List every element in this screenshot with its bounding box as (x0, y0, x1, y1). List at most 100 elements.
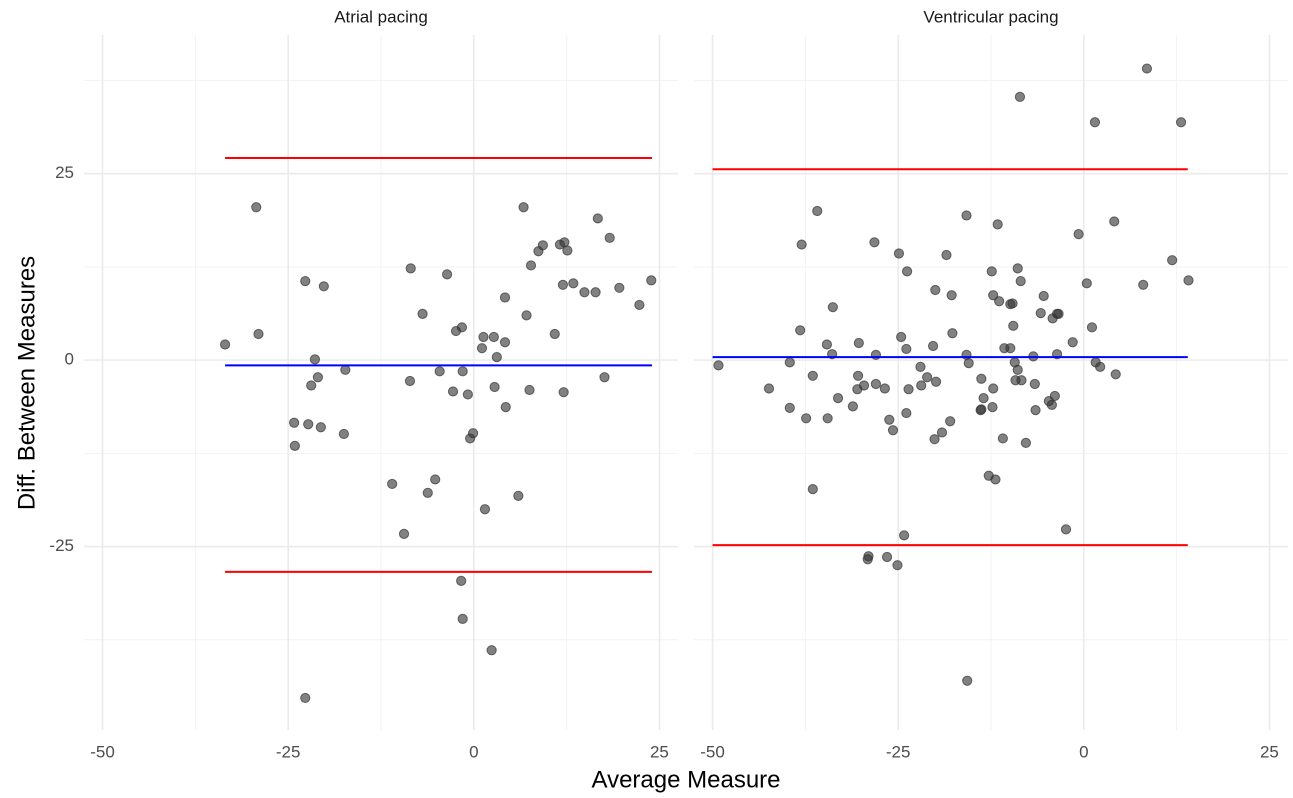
point (976, 373, 987, 384)
x-tick-label: 25 (650, 742, 669, 761)
point (447, 386, 459, 397)
point (1035, 308, 1046, 319)
x-tick-label: -50 (700, 742, 725, 761)
point (518, 202, 529, 213)
point (1029, 378, 1040, 390)
point (812, 205, 823, 217)
point (1095, 361, 1106, 372)
point (997, 433, 1008, 444)
point (1060, 524, 1072, 535)
point (862, 554, 873, 565)
point (457, 613, 468, 624)
point (499, 337, 511, 348)
point (936, 427, 948, 438)
x-tick-label: -50 (90, 742, 115, 761)
point (807, 484, 818, 495)
x-tick-label: 25 (1260, 742, 1279, 761)
point (417, 308, 428, 319)
point (994, 296, 1005, 307)
point (604, 232, 615, 243)
point (1046, 399, 1057, 410)
point (289, 417, 300, 428)
point (430, 474, 441, 485)
point (476, 343, 488, 354)
point (1008, 320, 1019, 331)
facet-title: Atrial pacing (334, 7, 428, 26)
point (488, 331, 499, 343)
point (1030, 404, 1041, 416)
y-tick-label: -25 (49, 536, 74, 555)
point (562, 245, 573, 256)
x-axis-title: Average Measure (592, 766, 781, 793)
point (253, 328, 264, 340)
point (1089, 117, 1101, 128)
x-tick-label: -25 (276, 742, 301, 761)
point (537, 240, 548, 251)
point (858, 380, 870, 391)
point (916, 380, 927, 391)
point (1012, 263, 1023, 274)
point (1167, 255, 1178, 266)
point (312, 372, 323, 383)
x-tick-label: -25 (886, 742, 911, 761)
point (992, 219, 1003, 230)
point (499, 292, 511, 303)
point (988, 290, 999, 301)
point (646, 275, 657, 286)
point (879, 383, 890, 394)
point (847, 401, 858, 412)
point (500, 402, 511, 413)
point (795, 325, 806, 336)
point (340, 364, 351, 375)
point (457, 366, 468, 377)
point (796, 239, 807, 250)
point (763, 383, 775, 394)
point (478, 331, 489, 343)
point (303, 419, 314, 430)
facet-title: Ventricular pacing (923, 7, 1058, 26)
point (557, 279, 569, 290)
point (784, 402, 795, 413)
point (219, 339, 231, 350)
point (893, 248, 905, 259)
point (1038, 290, 1049, 302)
point (901, 407, 912, 419)
point (832, 393, 844, 404)
point (1109, 216, 1120, 227)
point (827, 302, 838, 313)
point (599, 372, 610, 383)
point (1020, 437, 1031, 449)
point (513, 490, 524, 501)
point (976, 404, 987, 415)
point (963, 358, 974, 369)
point (1014, 91, 1026, 102)
point (1138, 279, 1149, 290)
point (1016, 375, 1027, 386)
point (614, 282, 625, 293)
point (1141, 63, 1153, 74)
y-axis-title: Diff. Between Measures (13, 256, 40, 510)
y-tick-label: 0 (65, 350, 74, 369)
point (338, 428, 349, 440)
point (1007, 298, 1018, 309)
point (1005, 343, 1016, 354)
point (927, 340, 939, 352)
point (853, 337, 864, 349)
point (821, 339, 833, 350)
point (289, 440, 300, 451)
point (434, 366, 445, 377)
point (1175, 117, 1187, 128)
point (300, 692, 311, 704)
point (784, 357, 795, 368)
point (929, 434, 940, 445)
point (489, 381, 500, 393)
point (870, 378, 882, 390)
point (467, 428, 479, 439)
point (592, 213, 603, 224)
point (962, 675, 973, 686)
point (1183, 275, 1194, 286)
point (462, 389, 473, 400)
point (901, 343, 912, 355)
point (922, 372, 933, 383)
